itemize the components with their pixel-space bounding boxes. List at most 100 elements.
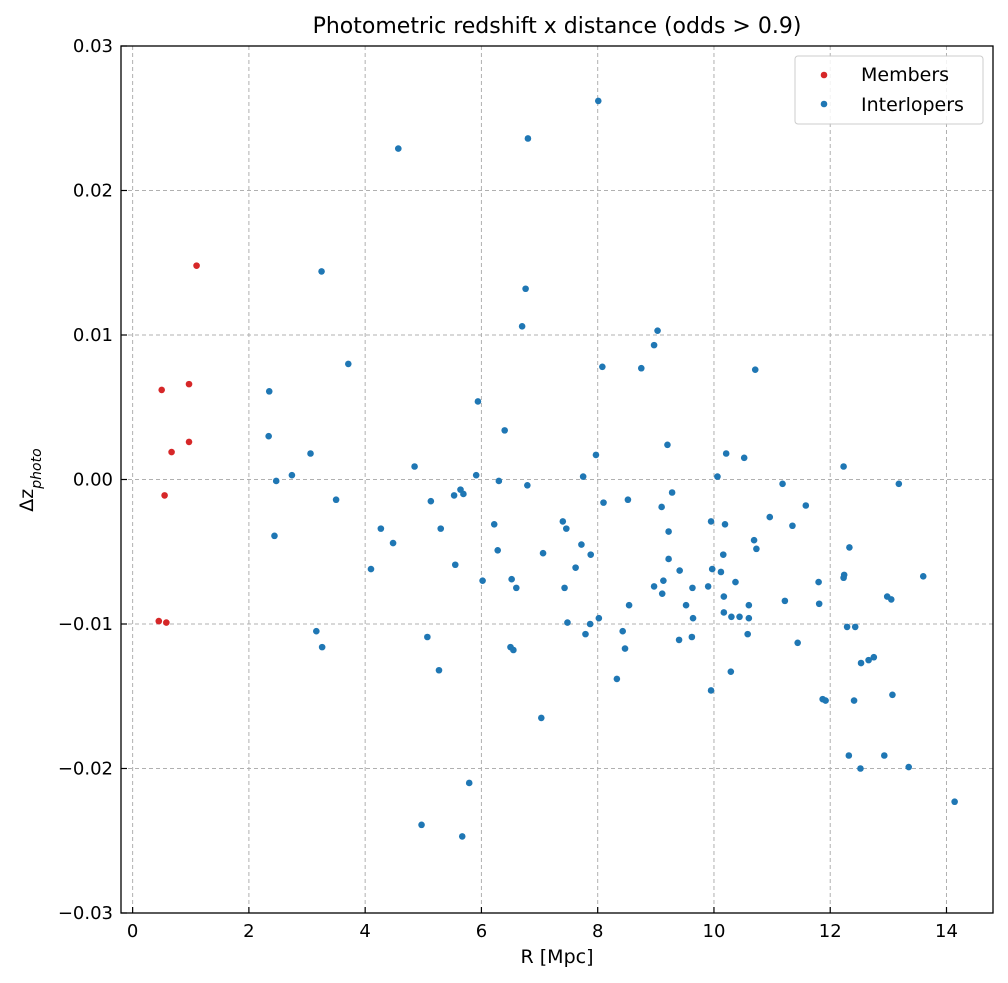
interloper-point <box>318 643 326 651</box>
interloper-point <box>307 450 314 457</box>
legend-interlopers-marker <box>820 100 828 108</box>
interloper-point <box>582 630 589 638</box>
interloper-point <box>720 609 728 616</box>
interloper-point <box>524 481 531 489</box>
legend-interlopers-label: Interlopers <box>861 94 964 116</box>
interloper-point <box>654 327 661 334</box>
interloper-point <box>272 477 280 485</box>
interloper-point <box>751 366 759 373</box>
interloper-point <box>592 451 600 459</box>
interloper-point <box>572 564 579 571</box>
axis-ticks: 0 2 4 6 8 10 12 14 −0.03 −0.02 −0.01 0.00 0.01 0.02 0.… <box>58 36 958 942</box>
member-point <box>155 617 163 625</box>
interloper-point <box>508 575 515 583</box>
interloper-point <box>753 545 760 553</box>
interloper-point <box>538 714 545 722</box>
interloper-point <box>501 427 508 434</box>
data-points <box>155 97 958 840</box>
interloper-point <box>851 623 859 631</box>
member-point <box>163 619 170 626</box>
interloper-point <box>367 565 375 573</box>
interloper-point <box>345 360 352 368</box>
interloper-point <box>732 578 739 586</box>
interloper-point <box>668 489 676 496</box>
interloper-point <box>815 600 823 608</box>
interloper-point <box>658 503 665 511</box>
x-tick-label: 2 <box>243 921 254 942</box>
interloper-point <box>625 601 633 609</box>
interloper-point <box>840 463 847 470</box>
y-tick-label: −0.01 <box>58 614 113 635</box>
interloper-point <box>850 697 858 704</box>
interloper-point <box>474 398 482 405</box>
interloper-point <box>658 590 666 597</box>
interloper-point <box>578 541 585 548</box>
x-tick-label: 10 <box>703 921 726 942</box>
interloper-point <box>595 614 603 622</box>
interloper-point <box>559 518 567 525</box>
interloper-point <box>951 798 958 806</box>
legend-box <box>794 55 984 125</box>
interloper-point <box>722 450 730 457</box>
interloper-point <box>779 480 786 488</box>
interloper-point <box>736 613 743 621</box>
interloper-point <box>561 584 568 592</box>
interloper-point <box>822 697 829 704</box>
interloper-point <box>377 525 385 532</box>
interloper-point <box>660 577 667 584</box>
y-tick-label: −0.03 <box>58 903 113 924</box>
interloper-point <box>450 492 458 499</box>
interloper-point <box>857 765 864 772</box>
member-point <box>185 438 193 446</box>
member-point <box>193 262 200 269</box>
interloper-point <box>750 536 758 544</box>
y-axis-label-sub: photo <box>29 448 45 489</box>
member-point <box>168 448 175 456</box>
interloper-point <box>880 752 888 759</box>
interloper-point <box>889 691 896 699</box>
y-tick-label: 0.01 <box>73 325 113 346</box>
interloper-point <box>721 520 729 528</box>
x-tick-label: 0 <box>127 921 138 942</box>
interloper-point <box>424 633 431 641</box>
interloper-point <box>563 525 570 532</box>
x-tick-label: 12 <box>819 921 842 942</box>
interloper-point <box>766 513 774 521</box>
chart-title: Photometric redshift x distance (odds > … <box>313 14 802 39</box>
interloper-point <box>887 596 895 603</box>
x-tick-label: 8 <box>592 921 603 942</box>
interloper-point <box>510 646 517 654</box>
x-axis-label: R [Mpc] <box>521 946 594 968</box>
interloper-point <box>313 627 320 635</box>
interloper-point <box>905 763 913 771</box>
interloper-point <box>857 659 865 667</box>
interloper-point <box>539 549 547 557</box>
interloper-point <box>599 363 606 371</box>
interloper-point <box>394 145 402 152</box>
interloper-point <box>522 285 529 293</box>
interloper-point <box>435 666 443 674</box>
member-point <box>161 492 168 499</box>
legend: Members Interlopers <box>794 55 984 125</box>
interloper-point <box>579 473 587 480</box>
interloper-point <box>704 583 712 590</box>
interloper-point <box>587 551 595 558</box>
interloper-point <box>418 821 425 829</box>
interloper-point <box>744 630 751 638</box>
interloper-point <box>621 645 629 652</box>
interloper-point <box>840 574 847 582</box>
interloper-point <box>427 497 435 505</box>
interloper-point <box>802 502 810 509</box>
interloper-point <box>465 779 473 787</box>
interloper-point <box>513 584 520 592</box>
interloper-point <box>411 463 418 470</box>
y-axis-label-main: Δz <box>16 489 38 512</box>
interloper-point <box>846 544 853 551</box>
x-tick-label: 6 <box>476 921 487 942</box>
member-point <box>158 386 165 394</box>
interloper-point <box>472 471 480 479</box>
interloper-point <box>843 623 851 631</box>
interloper-point <box>518 323 526 330</box>
interloper-point <box>594 97 602 105</box>
